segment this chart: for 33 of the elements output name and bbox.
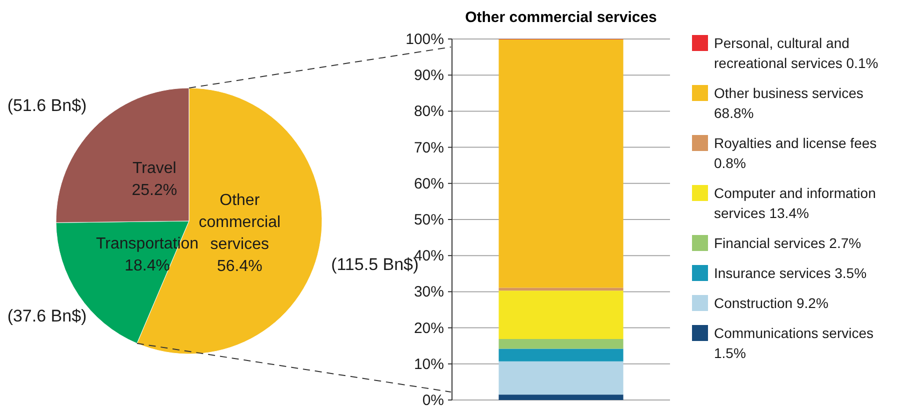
data-label: 25.2%: [132, 182, 178, 199]
bar: [498, 288, 624, 291]
data-label: 56.4%: [216, 258, 262, 275]
legend-label: Communications services 1.5%: [714, 325, 874, 361]
legend-label: Personal, cultural and recreational services 0.1%: [714, 35, 878, 71]
y-tick-label: 20%: [414, 320, 444, 337]
bar: [498, 290, 624, 339]
legend-label: Computer and information services 13.4%: [714, 185, 876, 221]
bar: [498, 39, 624, 288]
bar: [498, 361, 624, 395]
bar: [498, 338, 624, 349]
slice-label: Other commercial services: [198, 192, 281, 253]
data-label: 18.4%: [124, 257, 170, 274]
chart-title: Other commercial services: [465, 9, 657, 26]
legend-label: Insurance services 3.5%: [714, 265, 867, 281]
text: (51.6 Bn$): [7, 96, 87, 116]
y-tick-label: 80%: [414, 103, 444, 120]
bar: [498, 348, 624, 362]
y-tick-label: 90%: [414, 67, 444, 84]
legend-label: Royalties and license fees 0.8%: [714, 135, 877, 171]
y-tick-label: 50%: [414, 212, 444, 228]
y-tick-label: 100%: [406, 31, 444, 48]
y-tick-label: 60%: [414, 175, 444, 192]
legend-label: Other business services 68.8%: [714, 85, 864, 121]
text: (37.6 Bn$): [7, 306, 87, 326]
y-tick-label: 10%: [414, 356, 444, 373]
legend-label: Financial services 2.7%: [714, 235, 862, 251]
y-tick-label: 70%: [414, 139, 444, 156]
y-tick-label: 0%: [422, 392, 444, 409]
slice-label: Travel: [132, 160, 176, 177]
legend-label: Construction 9.2%: [714, 295, 828, 311]
bar: [498, 394, 624, 400]
y-tick-label: 30%: [414, 284, 444, 301]
